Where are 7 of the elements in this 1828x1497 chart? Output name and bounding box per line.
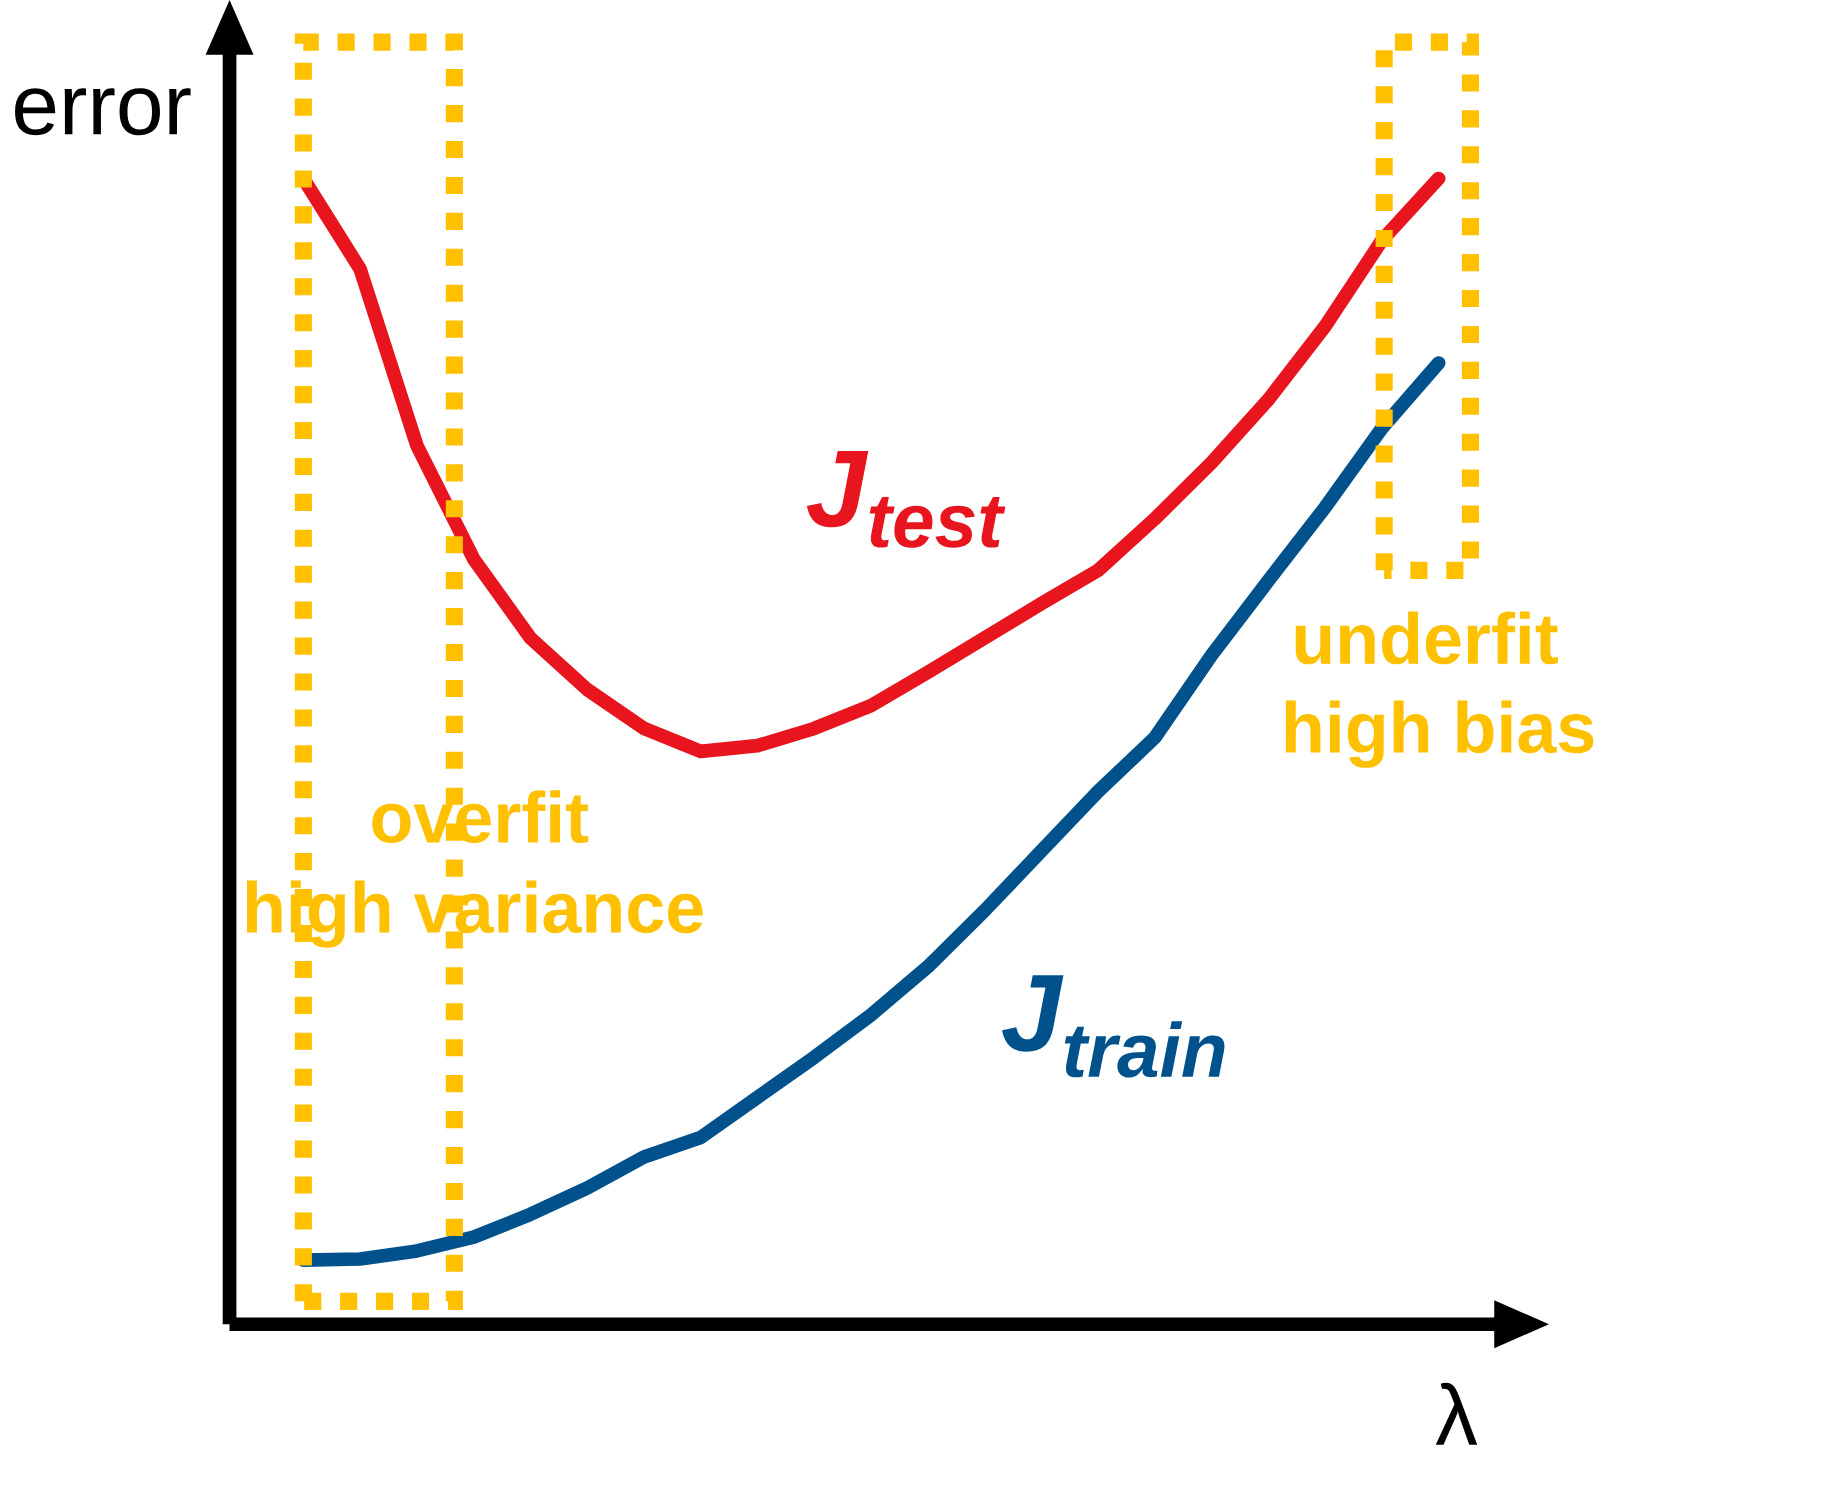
series-label: J$_{train}$: [1002, 975, 1225, 1078]
annotation: underfit: [1295, 611, 1558, 665]
annotation: high bias: [1285, 700, 1594, 769]
y-axis-title: error: [15, 88, 191, 136]
x-axis-title: λ: [1435, 1382, 1478, 1445]
annotation: high variance: [247, 880, 703, 948]
series-label: J$_{test}$: [806, 451, 1006, 548]
